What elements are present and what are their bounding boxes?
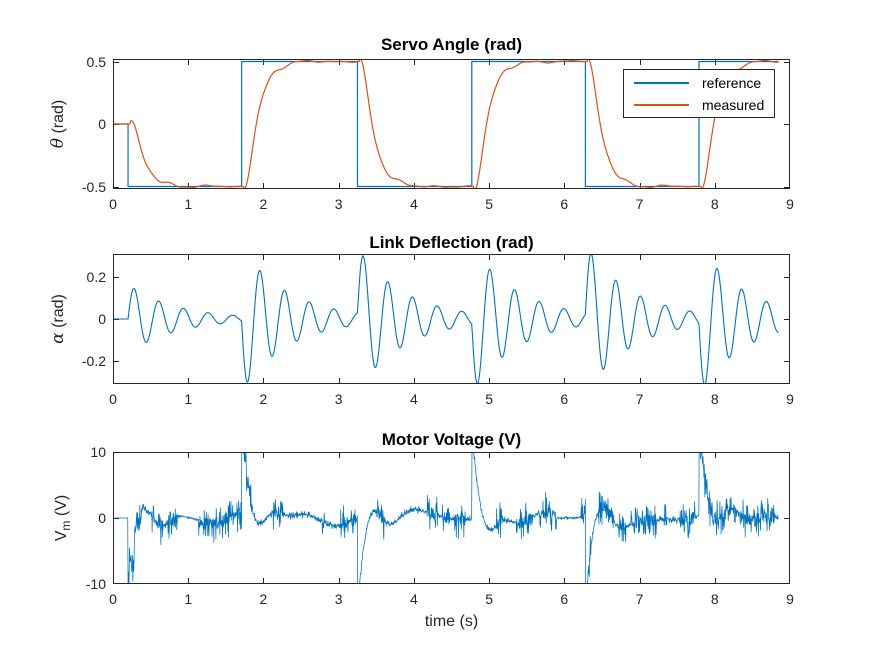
x-tick-label: 6 xyxy=(560,591,569,607)
legend-item-reference: reference xyxy=(624,72,774,94)
x-tick-label: 9 xyxy=(786,591,794,607)
legend-line-reference xyxy=(634,81,689,84)
link-deflection-plot-canvas xyxy=(113,254,790,384)
legend-label-reference: reference xyxy=(702,74,762,91)
legend-item-measured: measured xyxy=(624,94,774,116)
x-tick-label: 3 xyxy=(334,591,343,607)
x-tick-label: 9 xyxy=(786,196,794,212)
legend-label-measured: measured xyxy=(702,96,765,113)
x-tick-label: 0 xyxy=(109,196,117,212)
ylabel-part: θ xyxy=(48,138,68,149)
y-tick-label: 10 xyxy=(90,444,106,460)
ylabel-part: V xyxy=(53,530,70,542)
x-tick-label: 3 xyxy=(334,196,343,212)
motor-voltage-plot-canvas xyxy=(113,452,790,584)
x-tick-label: 5 xyxy=(485,391,494,407)
x-tick-label: 7 xyxy=(635,391,644,407)
x-tick-label: 3 xyxy=(334,391,343,407)
x-tick-label: 9 xyxy=(786,391,794,407)
x-tick-label: 4 xyxy=(409,196,418,212)
y-tick-label: -0.2 xyxy=(81,352,106,369)
x-tick-label: 8 xyxy=(710,391,719,407)
y-tick-label: -10 xyxy=(85,576,106,592)
subplot2-title: Link Deflection (rad) xyxy=(369,233,534,252)
x-tick-label: 8 xyxy=(710,196,719,212)
x-tick-label: 7 xyxy=(635,196,644,212)
x-tick-label: 1 xyxy=(184,196,193,212)
ylabel-part: α xyxy=(48,332,68,344)
x-tick-label: 7 xyxy=(635,591,644,607)
y-tick-label: 0.2 xyxy=(86,269,106,286)
y-tick-label: -0.5 xyxy=(81,178,106,195)
subplot1-title: Servo Angle (rad) xyxy=(380,35,523,54)
xlabel: time (s) xyxy=(424,613,479,630)
x-tick-label: 6 xyxy=(560,196,569,212)
y-tick-label: 0 xyxy=(98,116,106,132)
x-tick-label: 0 xyxy=(109,591,117,607)
x-tick-label: 1 xyxy=(184,391,193,407)
y-tick-label: 0 xyxy=(98,510,106,526)
x-tick-label: 0 xyxy=(109,391,117,407)
y-tick-label: 0 xyxy=(98,311,106,327)
x-tick-label: 5 xyxy=(485,196,494,212)
y-tick-label: 0.5 xyxy=(86,53,106,70)
x-tick-label: 1 xyxy=(184,591,193,607)
x-tick-label: 4 xyxy=(409,391,418,407)
x-tick-label: 2 xyxy=(259,196,268,212)
legend: reference measured xyxy=(623,69,775,118)
x-tick-label: 2 xyxy=(259,591,268,607)
x-tick-label: 2 xyxy=(259,391,268,407)
legend-line-measured xyxy=(634,103,689,106)
x-tick-label: 6 xyxy=(560,391,569,407)
subplot3-title: Motor Voltage (V) xyxy=(381,430,522,449)
x-tick-label: 8 xyxy=(710,591,719,607)
x-tick-label: 5 xyxy=(485,591,494,607)
x-tick-label: 4 xyxy=(409,591,418,607)
